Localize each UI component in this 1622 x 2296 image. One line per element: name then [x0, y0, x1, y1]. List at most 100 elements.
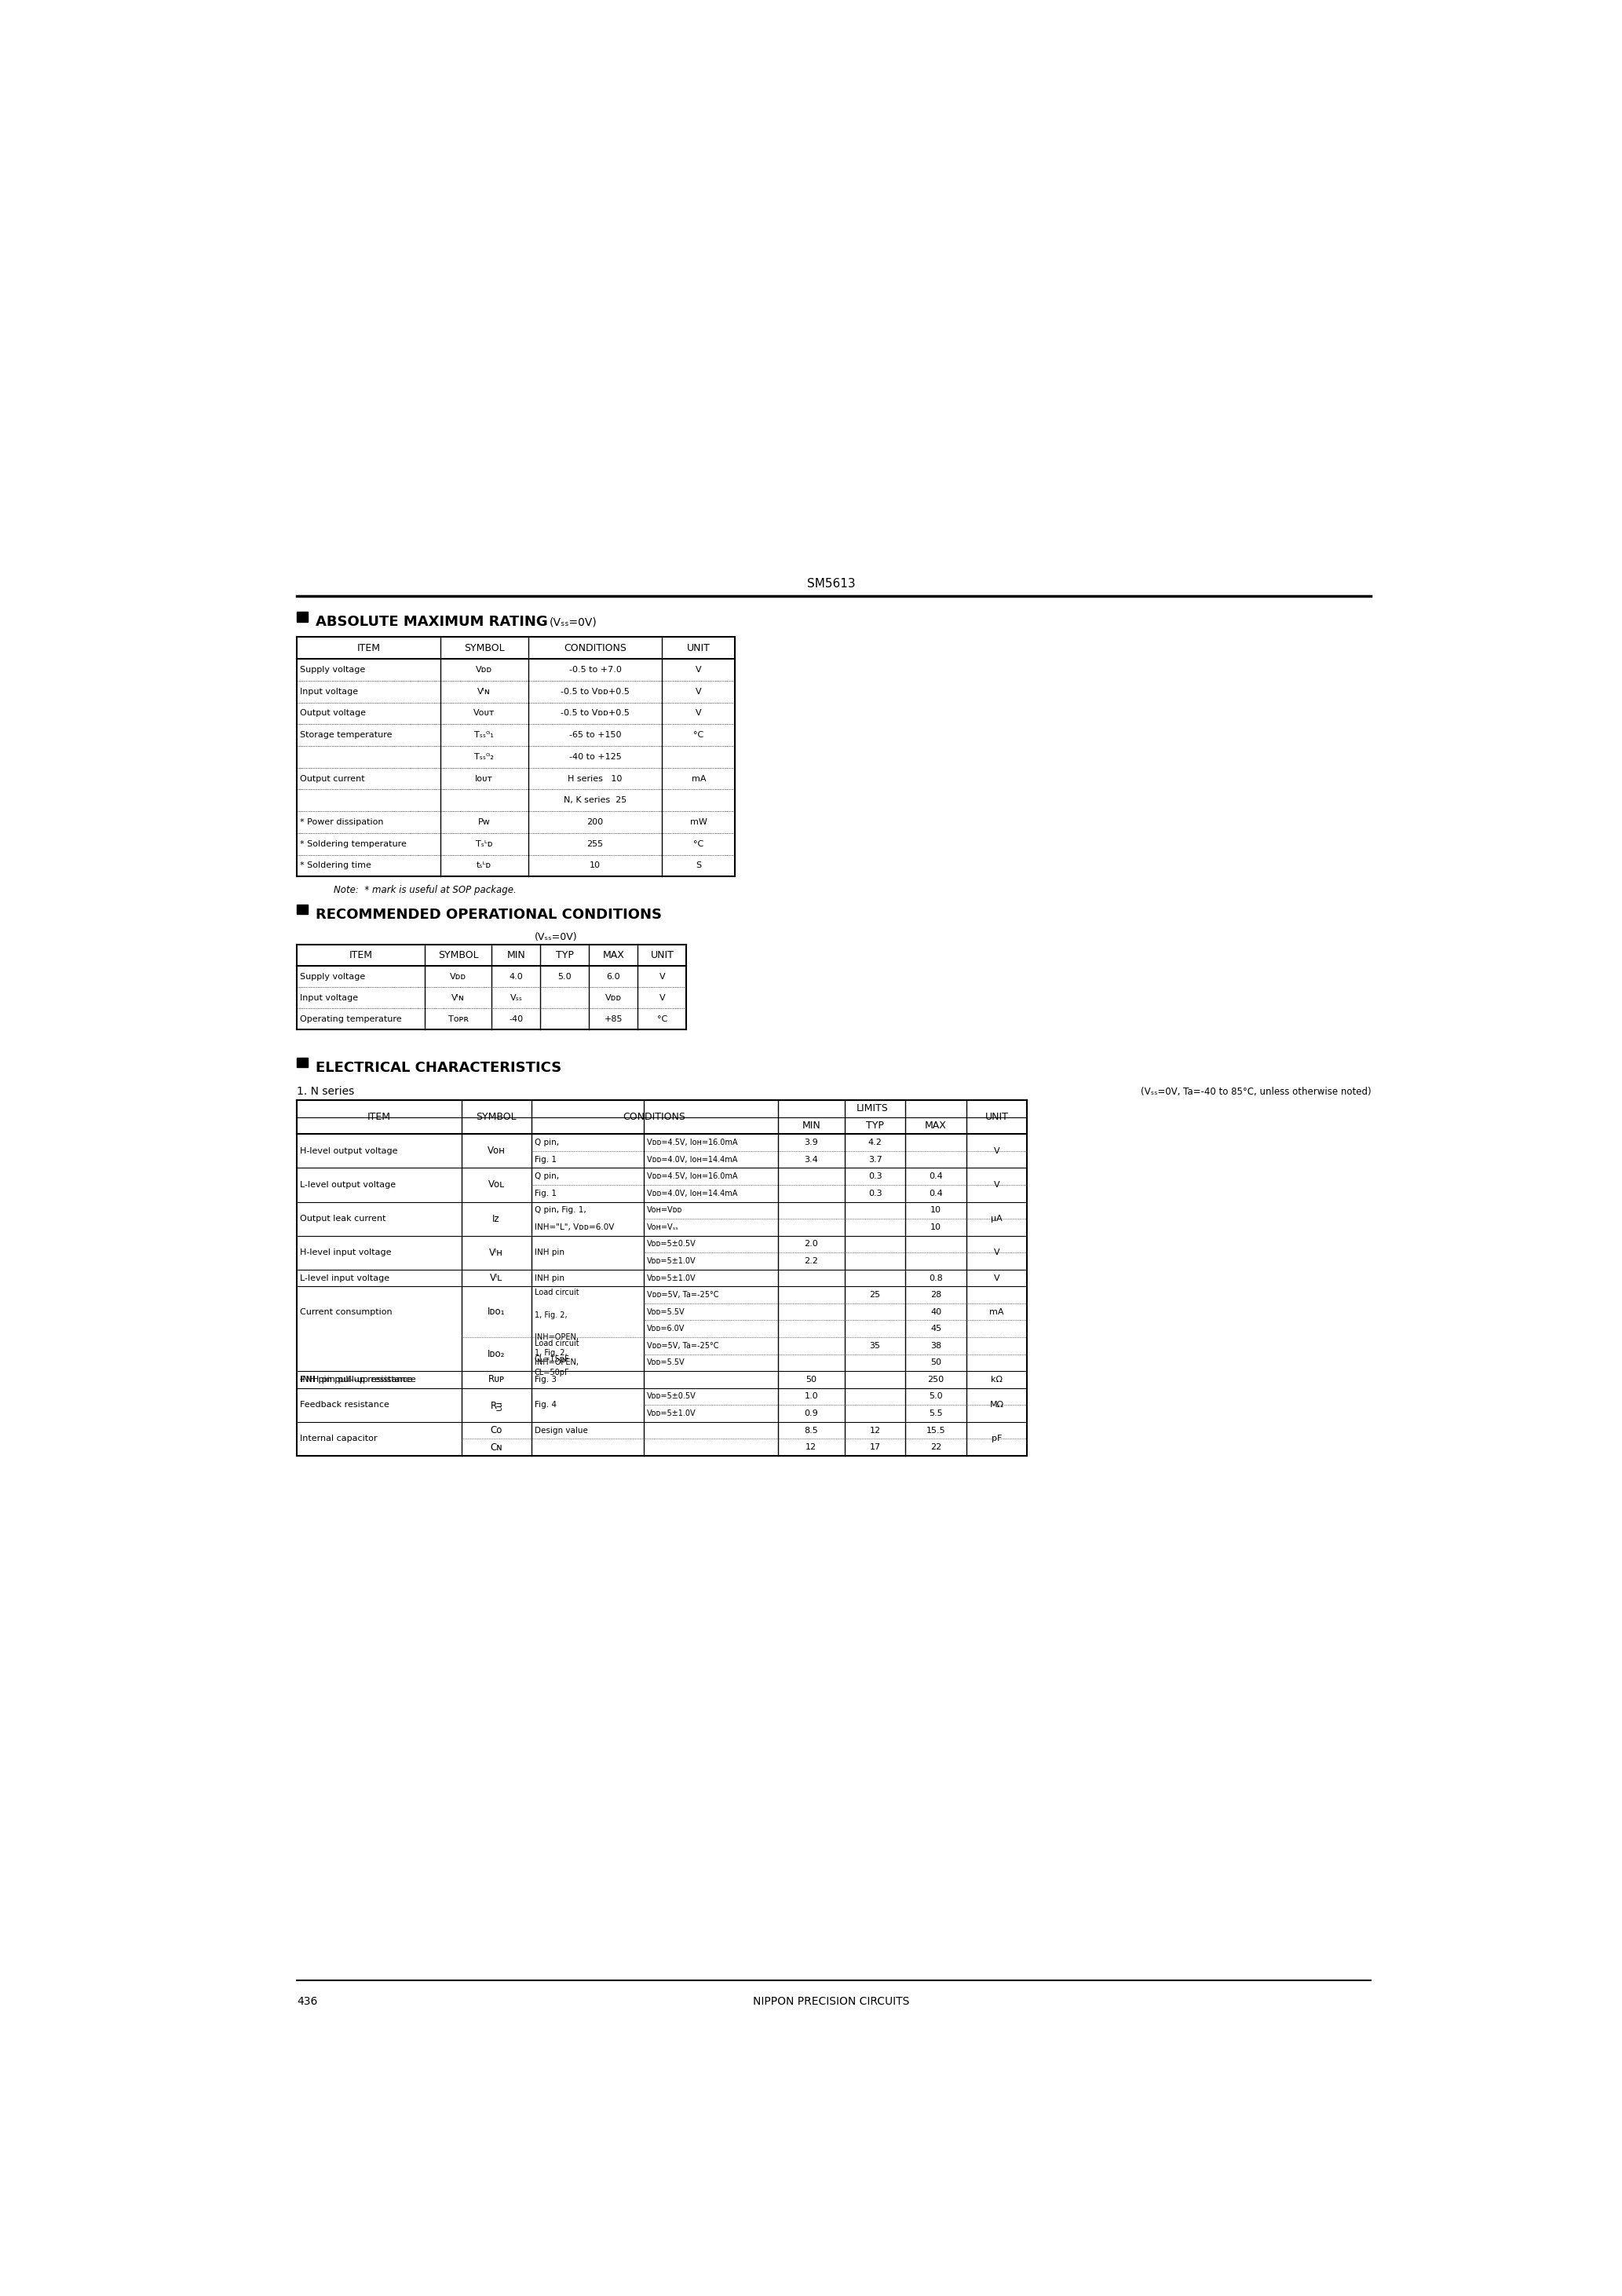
- Text: mW: mW: [689, 817, 707, 827]
- Text: 28: 28: [931, 1290, 941, 1300]
- Text: -40 to +125: -40 to +125: [569, 753, 621, 760]
- Text: INH pin: INH pin: [534, 1249, 564, 1256]
- Text: Vₛₛ: Vₛₛ: [509, 994, 522, 1001]
- Text: ELECTRICAL CHARACTERISTICS: ELECTRICAL CHARACTERISTICS: [315, 1061, 561, 1075]
- Text: Input voltage: Input voltage: [300, 687, 358, 696]
- Text: V: V: [696, 709, 702, 716]
- Text: 4.0: 4.0: [509, 974, 522, 980]
- Text: +85: +85: [605, 1015, 623, 1022]
- Bar: [297, 905, 308, 914]
- Text: Vᴅᴅ=4.0V, Iᴏʜ=14.4mA: Vᴅᴅ=4.0V, Iᴏʜ=14.4mA: [647, 1155, 738, 1164]
- Text: Vᴏʟ: Vᴏʟ: [488, 1180, 504, 1189]
- Text: L-level output voltage: L-level output voltage: [300, 1180, 396, 1189]
- Text: Rᴟ: Rᴟ: [490, 1401, 503, 1410]
- Text: * Power dissipation: * Power dissipation: [300, 817, 384, 827]
- Text: SYMBOL: SYMBOL: [438, 951, 478, 960]
- Text: Vᴅᴅ=6.0V: Vᴅᴅ=6.0V: [647, 1325, 684, 1332]
- Text: Output leak current: Output leak current: [300, 1215, 386, 1224]
- Text: Iᴢ: Iᴢ: [493, 1215, 500, 1224]
- Text: V: V: [994, 1249, 999, 1256]
- Text: 3.4: 3.4: [805, 1155, 817, 1164]
- Text: -40: -40: [509, 1015, 524, 1022]
- Text: Storage temperature: Storage temperature: [300, 730, 393, 739]
- Text: Tₛᴸᴅ: Tₛᴸᴅ: [475, 840, 493, 847]
- Text: μA: μA: [991, 1215, 1002, 1224]
- Text: N, K series  25: N, K series 25: [564, 797, 626, 804]
- Text: TYP: TYP: [866, 1120, 884, 1130]
- Text: Q pin,: Q pin,: [534, 1173, 560, 1180]
- Text: 50: 50: [931, 1359, 941, 1366]
- Text: 25: 25: [869, 1290, 881, 1300]
- Text: °C: °C: [657, 1015, 667, 1022]
- Text: Vᴅᴅ=4.5V, Iᴏʜ=16.0mA: Vᴅᴅ=4.5V, Iᴏʜ=16.0mA: [647, 1173, 738, 1180]
- Text: MIN: MIN: [801, 1120, 821, 1130]
- Text: Iᴏᴜᴛ: Iᴏᴜᴛ: [475, 774, 493, 783]
- Text: 40: 40: [931, 1309, 941, 1316]
- Text: ITEM: ITEM: [357, 643, 380, 652]
- Text: 0.9: 0.9: [805, 1410, 817, 1417]
- Text: H-level output voltage: H-level output voltage: [300, 1148, 397, 1155]
- Text: 1, Fig. 2,: 1, Fig. 2,: [534, 1350, 568, 1357]
- Text: Fig. 1: Fig. 1: [534, 1155, 556, 1164]
- Text: Vᴏʜ=Vᴅᴅ: Vᴏʜ=Vᴅᴅ: [647, 1205, 683, 1215]
- Text: NIPPON PRECISION CIRCUITS: NIPPON PRECISION CIRCUITS: [753, 1995, 910, 2007]
- Text: Supply voltage: Supply voltage: [300, 666, 365, 673]
- Text: H-level input voltage: H-level input voltage: [300, 1249, 391, 1256]
- Text: Iᴅᴏ₂: Iᴅᴏ₂: [488, 1350, 504, 1359]
- Text: INH="L", Vᴅᴅ=6.0V: INH="L", Vᴅᴅ=6.0V: [534, 1224, 615, 1231]
- Text: 5.0: 5.0: [929, 1394, 942, 1401]
- Text: Rᴜᴘ: Rᴜᴘ: [488, 1375, 504, 1384]
- Text: 4.2: 4.2: [868, 1139, 882, 1146]
- Text: Vᴅᴅ=5V, Ta=-25°C: Vᴅᴅ=5V, Ta=-25°C: [647, 1341, 719, 1350]
- Text: 12: 12: [806, 1444, 817, 1451]
- Text: Fig. 3: Fig. 3: [534, 1375, 556, 1384]
- Text: Vᴵʜ: Vᴵʜ: [490, 1247, 503, 1258]
- Text: Vᴅᴅ: Vᴅᴅ: [605, 994, 621, 1001]
- Text: UNIT: UNIT: [650, 951, 673, 960]
- Text: Vᴅᴅ=5±0.5V: Vᴅᴅ=5±0.5V: [647, 1240, 696, 1249]
- Text: Note:  * mark is useful at SOP package.: Note: * mark is useful at SOP package.: [334, 884, 516, 895]
- Text: Vᴅᴅ=5±1.0V: Vᴅᴅ=5±1.0V: [647, 1410, 696, 1417]
- Text: MΩ: MΩ: [989, 1401, 1004, 1410]
- Text: Operating temperature: Operating temperature: [300, 1015, 402, 1022]
- Text: Vᴅᴅ=5±0.5V: Vᴅᴅ=5±0.5V: [647, 1394, 696, 1401]
- Text: mA: mA: [691, 774, 706, 783]
- Bar: [297, 1058, 308, 1068]
- Text: Fig. 1: Fig. 1: [534, 1189, 556, 1196]
- Text: 250: 250: [928, 1375, 944, 1384]
- Text: Vᴅᴅ=5±1.0V: Vᴅᴅ=5±1.0V: [647, 1274, 696, 1281]
- Text: Input voltage: Input voltage: [300, 994, 358, 1001]
- Text: Vᴏʜ: Vᴏʜ: [487, 1146, 506, 1157]
- Text: 1, Fig. 2,: 1, Fig. 2,: [534, 1311, 568, 1318]
- Text: 1.0: 1.0: [805, 1394, 817, 1401]
- Text: 10: 10: [931, 1224, 941, 1231]
- Text: INH=OPEN,: INH=OPEN,: [534, 1359, 579, 1366]
- Text: Feedback resistance: Feedback resistance: [300, 1401, 389, 1410]
- Text: Vᴅᴅ=5.5V: Vᴅᴅ=5.5V: [647, 1309, 684, 1316]
- Text: 2.0: 2.0: [805, 1240, 817, 1249]
- Text: H series   10: H series 10: [568, 774, 623, 783]
- Text: INH pin: INH pin: [534, 1274, 564, 1281]
- Text: MIN: MIN: [506, 951, 526, 960]
- Text: 0.8: 0.8: [929, 1274, 942, 1281]
- Text: ITEM: ITEM: [368, 1111, 391, 1123]
- Text: INH pin pull-up resistance: INH pin pull-up resistance: [300, 1375, 412, 1384]
- Text: * Soldering time: * Soldering time: [300, 861, 371, 870]
- Text: Tᴏᴘʀ: Tᴏᴘʀ: [448, 1015, 469, 1022]
- Text: Q pin, Fig. 1,: Q pin, Fig. 1,: [534, 1205, 586, 1215]
- Text: Cᴏ: Cᴏ: [490, 1426, 503, 1435]
- Text: 8.5: 8.5: [805, 1426, 817, 1435]
- Text: Iᴅᴏ₁: Iᴅᴏ₁: [488, 1306, 504, 1318]
- Text: Vᴏʜ=Vₛₛ: Vᴏʜ=Vₛₛ: [647, 1224, 680, 1231]
- Text: 45: 45: [931, 1325, 941, 1332]
- Text: Vᴵʟ: Vᴵʟ: [490, 1272, 503, 1283]
- Text: V: V: [994, 1148, 999, 1155]
- Text: TYP: TYP: [556, 951, 574, 960]
- Text: Load circuit: Load circuit: [534, 1288, 579, 1297]
- Text: (Vₛₛ=0V): (Vₛₛ=0V): [550, 615, 597, 627]
- Text: 2.2: 2.2: [805, 1258, 817, 1265]
- Text: °C: °C: [694, 840, 704, 847]
- Text: 436: 436: [297, 1995, 318, 2007]
- Text: 3.7: 3.7: [868, 1155, 882, 1164]
- Text: kΩ: kΩ: [991, 1375, 1002, 1384]
